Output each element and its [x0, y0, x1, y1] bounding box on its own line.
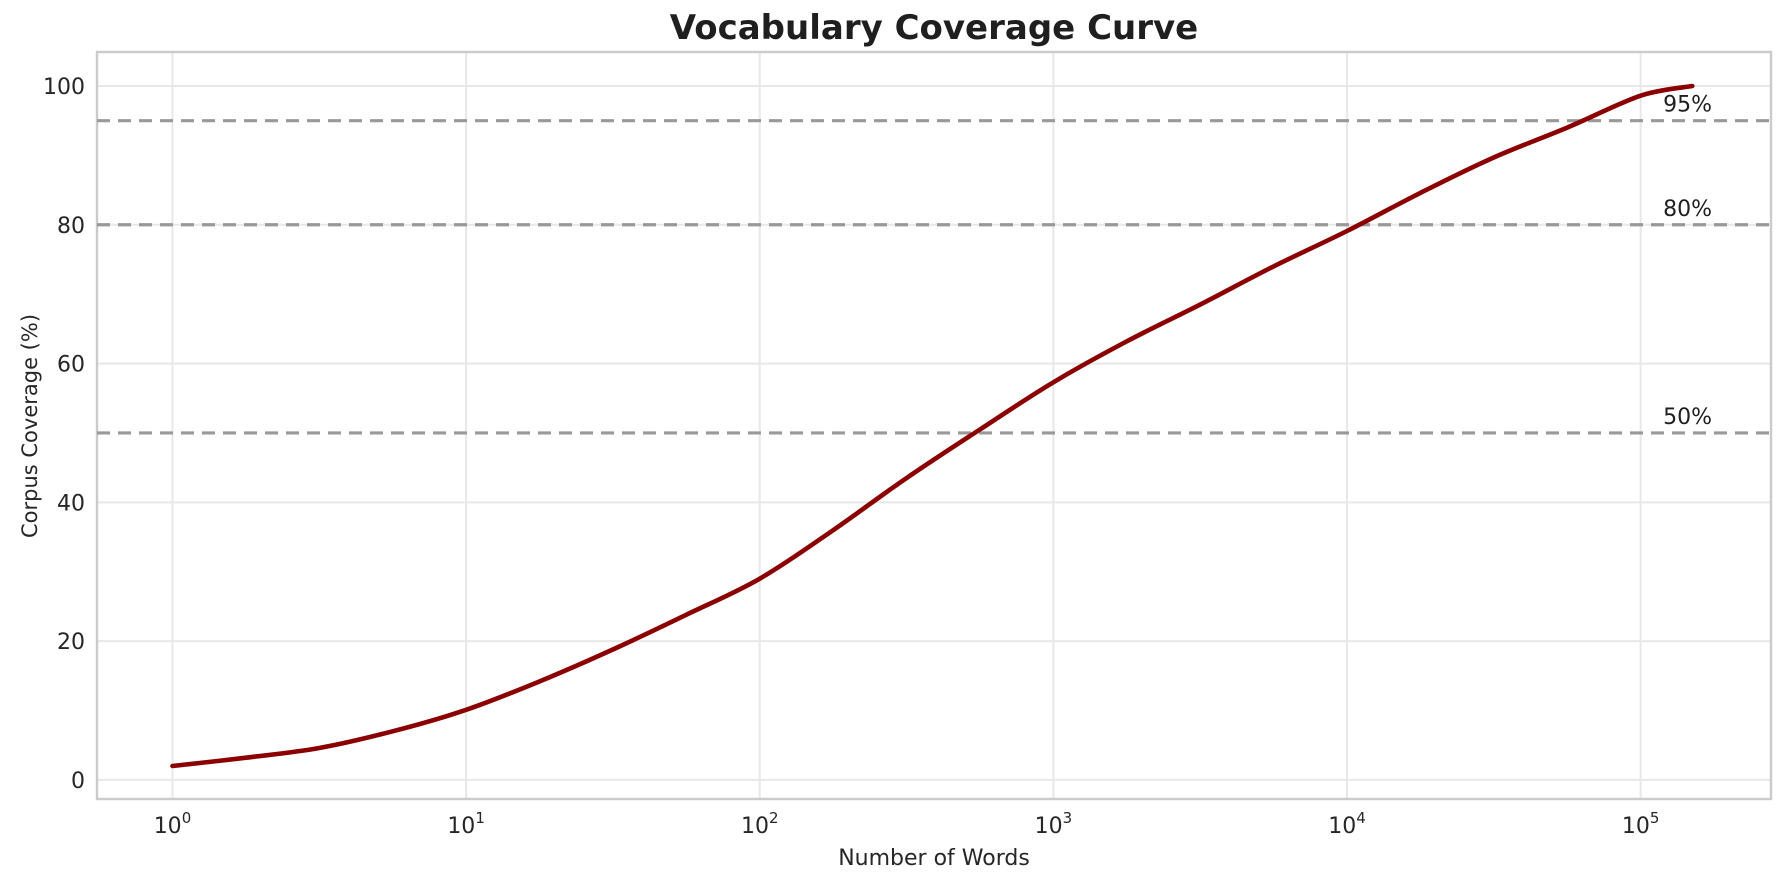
- vocabulary-coverage-curve: [170, 83, 1695, 769]
- x-tick-label: 105: [1622, 809, 1660, 839]
- x-axis-label: Number of Words: [838, 846, 1030, 871]
- chart-title: Vocabulary Coverage Curve: [669, 8, 1199, 48]
- reference-label-95: 95%: [1663, 93, 1712, 118]
- x-tick-label: 100: [154, 809, 192, 839]
- y-tick-label: 20: [57, 630, 85, 655]
- y-tick-label: 40: [57, 491, 85, 516]
- y-tick-label: 0: [71, 769, 85, 794]
- plot-border: [95, 50, 1773, 801]
- reference-label-80: 80%: [1663, 197, 1712, 222]
- x-tick-label: 103: [1035, 809, 1073, 839]
- x-tick-label: 104: [1328, 809, 1366, 839]
- y-tick-label: 80: [57, 214, 85, 239]
- reference-label-50: 50%: [1663, 405, 1712, 430]
- y-tick-label: 60: [57, 353, 85, 378]
- y-tick-label: 100: [43, 75, 85, 100]
- x-tick-label: 101: [447, 809, 485, 839]
- x-tick-label: 102: [741, 809, 779, 839]
